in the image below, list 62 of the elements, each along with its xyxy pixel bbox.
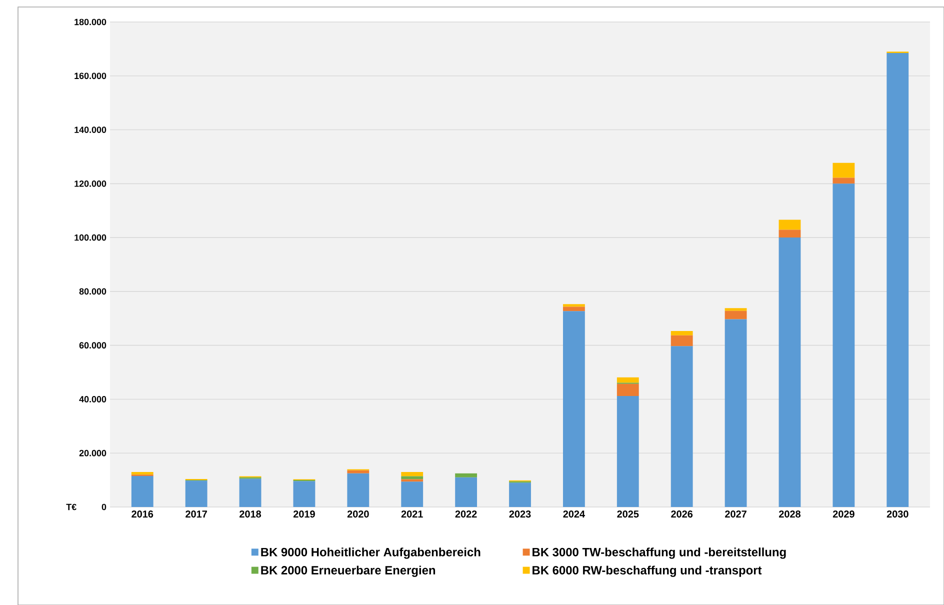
x-tick-label: 2030 xyxy=(886,510,908,518)
bar xyxy=(562,306,585,312)
bar xyxy=(401,472,424,476)
x-tick-label: 2021 xyxy=(401,510,423,518)
bar xyxy=(832,178,855,184)
bar xyxy=(185,480,208,507)
bar xyxy=(724,319,747,507)
bar xyxy=(724,310,747,320)
bar xyxy=(670,335,693,346)
bar xyxy=(347,473,370,507)
bar xyxy=(886,52,909,507)
bar xyxy=(562,311,585,507)
bar xyxy=(670,331,693,336)
x-tick-label: 2020 xyxy=(347,510,369,518)
x-tick-label: 2024 xyxy=(563,510,585,518)
bar xyxy=(455,473,478,478)
bar xyxy=(778,238,801,507)
bar xyxy=(131,472,154,475)
x-tick-label: 2016 xyxy=(132,510,154,518)
bar xyxy=(239,478,262,507)
bar xyxy=(562,304,585,307)
y-tick-label: 160.000 xyxy=(74,72,106,80)
bar xyxy=(347,470,370,474)
x-tick-label: 2018 xyxy=(240,510,262,518)
y-tick-label: 100.000 xyxy=(74,234,106,241)
bar xyxy=(509,482,531,507)
y-tick-label: 20.000 xyxy=(79,450,106,456)
x-tick-label: 2023 xyxy=(509,510,531,518)
bar xyxy=(616,384,639,396)
bar xyxy=(131,476,154,507)
bar xyxy=(670,346,693,507)
x-tick-label: 2017 xyxy=(186,510,207,518)
bar xyxy=(724,308,747,311)
y-tick-label: 80.000 xyxy=(79,288,106,295)
legend-label: BK 9000 Hoheitlicher Aufgabenbereich xyxy=(261,548,480,559)
x-tick-label: 2019 xyxy=(293,510,315,518)
y-axis-title: T€ xyxy=(66,504,76,510)
legend-label: BK 3000 TW-beschaffung und -bereitstellung xyxy=(532,548,786,559)
bar xyxy=(832,184,855,507)
y-tick-label: 0 xyxy=(102,504,106,510)
bar xyxy=(832,162,855,178)
bar xyxy=(401,482,424,507)
y-tick-label: 140.000 xyxy=(74,126,106,133)
y-tick-label: 60.000 xyxy=(79,342,106,349)
x-tick-label: 2026 xyxy=(671,510,693,518)
x-tick-label: 2029 xyxy=(832,510,854,518)
x-tick-label: 2027 xyxy=(725,510,746,518)
y-tick-label: 180.000 xyxy=(74,18,106,26)
bar xyxy=(616,396,639,507)
bar xyxy=(778,230,801,238)
bar xyxy=(455,477,478,507)
bar xyxy=(293,481,316,507)
bar xyxy=(616,377,639,383)
x-tick-label: 2025 xyxy=(617,510,639,518)
x-tick-label: 2022 xyxy=(455,510,477,518)
legend-label: BK 2000 Erneuerbare Energien xyxy=(261,566,436,577)
y-tick-label: 120.000 xyxy=(74,180,106,187)
y-tick-label: 40.000 xyxy=(79,396,106,402)
x-tick-label: 2028 xyxy=(779,510,801,518)
legend-label: BK 6000 RW-beschaffung und -transport xyxy=(532,566,762,577)
bar xyxy=(401,479,424,482)
bar xyxy=(778,220,801,230)
